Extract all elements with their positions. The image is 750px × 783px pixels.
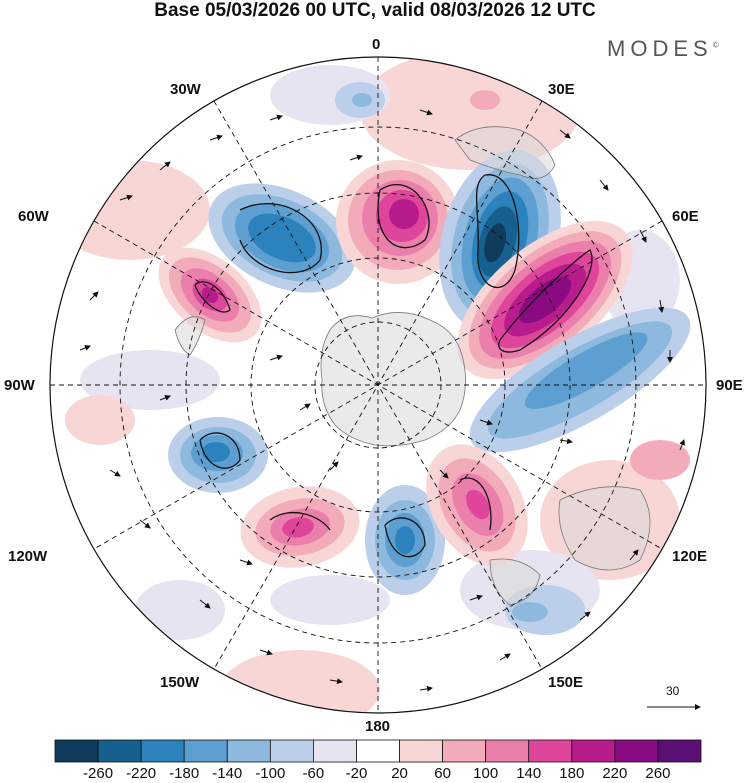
wind-vectors bbox=[79, 109, 685, 692]
colorbar-swatch bbox=[97, 739, 142, 763]
colorbar-tick-label: 60 bbox=[434, 765, 451, 782]
colorbar-swatch bbox=[614, 739, 659, 763]
colorbar bbox=[54, 739, 702, 763]
colorbar-tick-label: -140 bbox=[212, 765, 243, 782]
colorbar-tick-label: -260 bbox=[83, 765, 114, 782]
colorbar-tick-label: 20 bbox=[391, 765, 408, 782]
lon-label-120w: 120W bbox=[8, 548, 48, 565]
map-boundary bbox=[49, 56, 707, 714]
colorbar-swatch bbox=[571, 739, 616, 763]
colorbar-swatch bbox=[442, 739, 487, 763]
colorbar-tick-label: 220 bbox=[602, 765, 628, 782]
africa-tip bbox=[454, 126, 556, 179]
colorbar-swatch bbox=[485, 739, 530, 763]
colorbar-swatch bbox=[528, 739, 573, 763]
lon-label-30w: 30W bbox=[170, 81, 201, 98]
map-title: Base 05/03/2026 00 UTC, valid 08/03/2026… bbox=[154, 0, 596, 21]
colorbar-swatch bbox=[140, 739, 185, 763]
lon-label-0: 0 bbox=[372, 36, 381, 53]
colorbar-tick-label: 260 bbox=[645, 765, 671, 782]
colorbar-tick-label: 100 bbox=[473, 765, 499, 782]
colorbar-tick-label: -60 bbox=[302, 765, 325, 782]
colorbar-swatch bbox=[54, 739, 99, 763]
colorbar-swatch bbox=[312, 739, 357, 763]
graticule bbox=[50, 57, 706, 713]
lon-label-60e: 60E bbox=[672, 208, 699, 225]
land-masses bbox=[174, 126, 651, 606]
colorbar-swatch bbox=[183, 739, 228, 763]
colorbar-tick-label: 140 bbox=[516, 765, 542, 782]
lon-label-120e: 120E bbox=[672, 548, 708, 565]
lon-label-150w: 150W bbox=[160, 674, 200, 691]
reference-vector-label: 30 bbox=[666, 684, 680, 698]
colorbar-swatch bbox=[657, 739, 702, 763]
colorbar-tick-label: 180 bbox=[559, 765, 585, 782]
south-america-tip bbox=[174, 316, 206, 356]
lon-label-150e: 150E bbox=[548, 674, 584, 691]
streamlines bbox=[194, 174, 593, 558]
australia bbox=[558, 486, 651, 571]
anomaly-field bbox=[50, 57, 691, 713]
antarctica bbox=[320, 312, 466, 447]
lon-label-60w: 60W bbox=[18, 208, 49, 225]
brand-logo: MODES© bbox=[607, 36, 719, 61]
colorbar-swatch bbox=[356, 739, 400, 763]
lon-label-180: 180 bbox=[365, 718, 391, 735]
colorbar-tick-label: -20 bbox=[345, 765, 368, 782]
colorbar-swatch bbox=[226, 739, 271, 763]
colorbar-swatch bbox=[269, 739, 314, 763]
colorbar-tick-label: -220 bbox=[126, 765, 157, 782]
lon-label-90e: 90E bbox=[716, 377, 743, 394]
colorbar-swatch bbox=[399, 739, 443, 763]
colorbar-tick-label: -100 bbox=[255, 765, 286, 782]
colorbar-tick-label: -180 bbox=[169, 765, 200, 782]
lon-label-90w: 90W bbox=[4, 377, 35, 394]
new-zealand bbox=[489, 558, 541, 606]
lon-label-30e: 30E bbox=[548, 81, 575, 98]
